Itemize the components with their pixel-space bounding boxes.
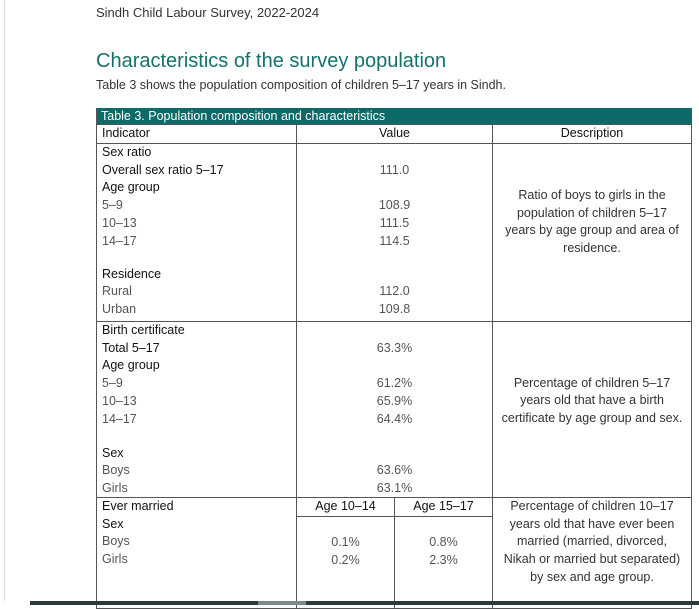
label: Ever married xyxy=(102,498,174,513)
label: Rural xyxy=(102,284,132,299)
intro-text: Table 3 shows the population composition… xyxy=(96,78,506,92)
value: 109.8 xyxy=(378,302,411,317)
label: 14–17 xyxy=(102,411,137,426)
header-value: Value xyxy=(297,125,493,143)
label: Residence xyxy=(102,266,162,281)
value: 111.5 xyxy=(379,215,410,230)
label: 14–17 xyxy=(102,233,137,248)
label: Age group xyxy=(102,180,160,195)
label: 10–13 xyxy=(102,393,137,408)
value: 112.0 xyxy=(379,284,410,299)
value: 63.1% xyxy=(376,481,413,496)
label: Sex ratio xyxy=(102,144,152,159)
sex-ratio-section: Sex ratio Overall sex ratio 5–17 Age gro… xyxy=(97,142,691,321)
label: Urban xyxy=(102,302,137,317)
value: 114.5 xyxy=(379,233,410,248)
value: 61.2% xyxy=(376,376,413,391)
value: 63.3% xyxy=(376,340,413,355)
birth-certificate-section: Birth certificate Total 5–17 Age group 5… xyxy=(97,320,691,497)
value: 0.2% xyxy=(331,553,360,568)
label: 5–9 xyxy=(102,198,123,213)
label: Age group xyxy=(102,358,160,373)
label: Total 5–17 xyxy=(102,340,160,355)
age-15-17-header: Age 15–17 xyxy=(413,498,474,513)
value: 108.9 xyxy=(378,198,411,213)
scrollbar-thumb[interactable] xyxy=(258,601,306,605)
value: 64.4% xyxy=(376,411,413,426)
value: 0.8% xyxy=(429,535,458,550)
label: Boys xyxy=(102,463,130,478)
running-header: Sindh Child Labour Survey, 2022-2024 xyxy=(96,5,320,20)
label: Sex xyxy=(102,516,124,531)
header-indicator: Indicator xyxy=(97,125,297,143)
label: Girls xyxy=(102,552,128,567)
page-edge xyxy=(4,0,5,601)
label: 10–13 xyxy=(102,215,137,230)
age-10-14-header: Age 10–14 xyxy=(297,497,395,516)
table-caption: Table 3. Population composition and char… xyxy=(97,108,691,124)
value: 63.6% xyxy=(376,463,413,478)
header-description: Description xyxy=(560,126,624,140)
label: Overall sex ratio 5–17 xyxy=(102,162,224,177)
description: Percentage of children 10–17 years old t… xyxy=(503,498,681,584)
value: 111.0 xyxy=(379,162,410,177)
label: Girls xyxy=(102,481,128,496)
ever-married-section: Ever married Sex Boys Girls Age 10–14 Ag… xyxy=(97,496,691,608)
description: Percentage of children 5–17 years old th… xyxy=(501,375,683,426)
value: 65.9% xyxy=(376,393,413,408)
label: Boys xyxy=(102,534,130,549)
value: 2.3% xyxy=(429,553,458,568)
label: 5–9 xyxy=(102,376,123,391)
description: Ratio of boys to girls in the population… xyxy=(505,187,679,256)
label: Sex xyxy=(102,445,124,460)
population-table: Table 3. Population composition and char… xyxy=(96,108,692,609)
table-header-row: Indicator Value Description xyxy=(97,124,691,143)
value: 0.1% xyxy=(331,535,360,550)
section-title: Characteristics of the survey population xyxy=(96,50,447,72)
label: Birth certificate xyxy=(102,322,185,337)
horizontal-scrollbar[interactable] xyxy=(30,601,699,605)
